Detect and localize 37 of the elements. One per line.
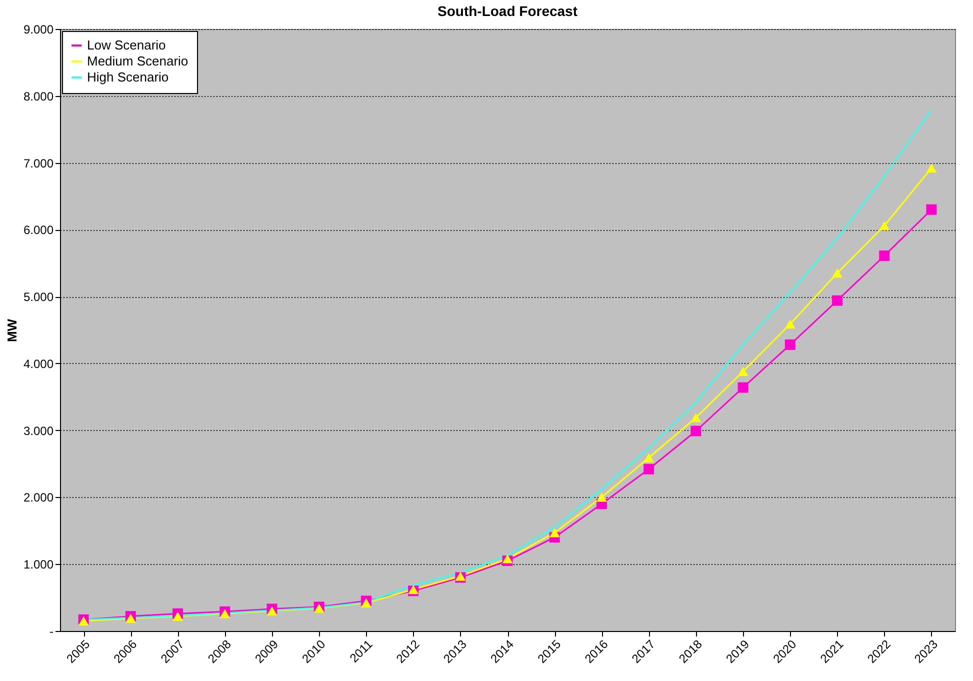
- point: [784, 319, 796, 329]
- point: [502, 554, 513, 564]
- point: [879, 221, 890, 230]
- point: [266, 606, 278, 616]
- legend-label: Medium Scenario: [87, 54, 188, 68]
- y-tick-label: -: [50, 624, 54, 638]
- point: [832, 295, 842, 306]
- y-tick-label: 8.000: [23, 89, 54, 104]
- point: [125, 614, 136, 623]
- y-tick-label: 2.000: [23, 490, 54, 505]
- point: [549, 528, 560, 538]
- point: [644, 464, 654, 474]
- point: [220, 609, 230, 618]
- y-tick-label: 3.000: [23, 424, 54, 438]
- point: [172, 612, 184, 621]
- y-tick-label: 4.000: [23, 356, 54, 371]
- point: [926, 164, 937, 173]
- point: [738, 382, 748, 393]
- point: [832, 268, 842, 278]
- point: [784, 339, 796, 350]
- point: [690, 426, 702, 436]
- y-tick-label: 9.000: [23, 22, 54, 36]
- point: [738, 366, 748, 376]
- chart-title: South-Load Forecast: [437, 3, 578, 19]
- y-tick-label: 7.000: [23, 156, 54, 170]
- y-tick-label: 6.000: [23, 223, 54, 238]
- point: [644, 453, 654, 462]
- point: [596, 492, 607, 502]
- point: [879, 250, 890, 261]
- point: [360, 598, 372, 608]
- y-tick-label: 5.000: [23, 290, 54, 304]
- y-tick-label: 1.000: [23, 558, 54, 572]
- point: [926, 204, 937, 215]
- y-axis-title: MW: [4, 318, 20, 342]
- point: [690, 413, 702, 422]
- legend-label: High Scenario: [87, 70, 169, 84]
- legend-label: Low Scenario: [87, 38, 166, 52]
